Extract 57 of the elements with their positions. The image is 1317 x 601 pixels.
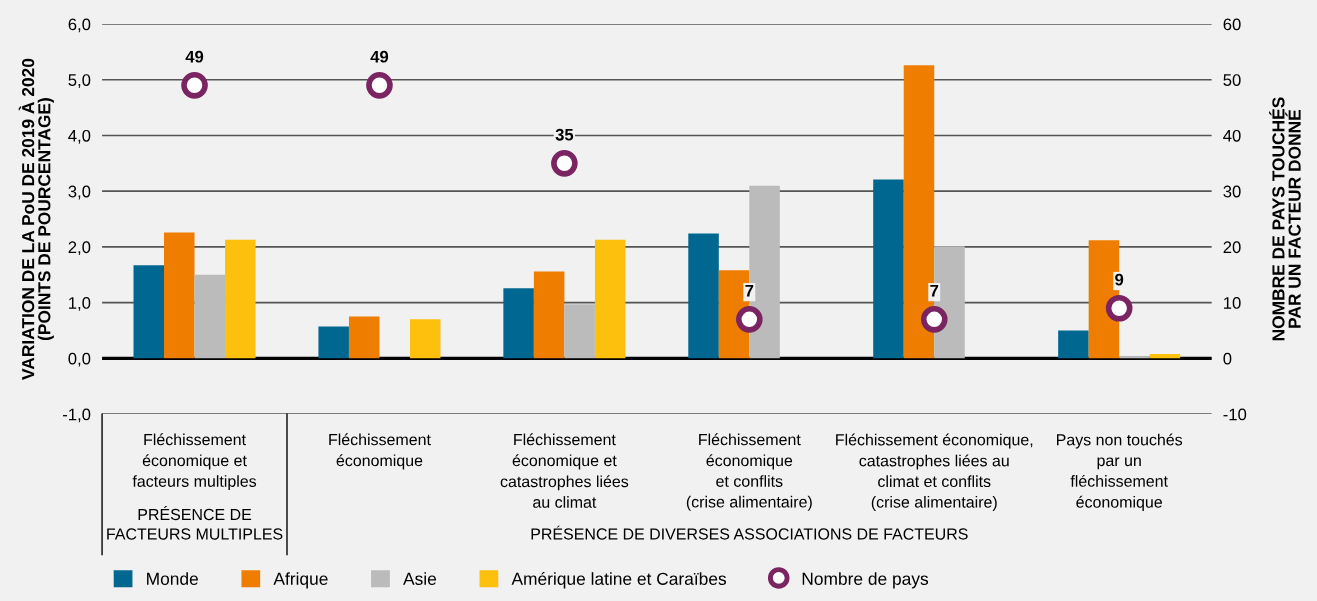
data-label: 9 <box>1115 273 1124 286</box>
data-label: 49 <box>185 50 204 63</box>
x-tick-label: Fléchissement économique et facteurs multiples <box>132 433 257 491</box>
bar <box>503 288 534 359</box>
y-tick-label: 5,0 <box>68 74 91 88</box>
y-tick-label: 1,0 <box>69 297 91 311</box>
x-tick-label: Fléchissement économique, catastrophes liées au climat et conflits (crise alimentaire) <box>836 433 1033 511</box>
bar <box>318 326 349 359</box>
point <box>736 306 763 333</box>
y-tick-label: 6,0 <box>68 18 91 33</box>
data-label: 7 <box>745 284 754 297</box>
bar <box>194 274 226 359</box>
y-axis-title: VARIATION DE LA PoU DE 2019 À 2020 (POINTS DE POURCENTAGE) <box>18 58 54 380</box>
y2-axis-title: NOMBRE DE PAYS TOUCHÉS PAR UN FACTEUR DONNÉ <box>1269 97 1301 341</box>
point <box>181 72 208 99</box>
x-tick-label: Fléchissement économique <box>329 433 431 470</box>
bar <box>348 316 380 359</box>
y2-tick-label: 30 <box>1223 185 1241 198</box>
legend-label: Afrique <box>273 572 328 589</box>
data-label: 49 <box>370 50 389 63</box>
x-tick-label: Fléchissement économique et catastrophes liées au climat <box>500 433 629 508</box>
legend-label: Amérique latine et Caraïbes <box>511 571 727 589</box>
point <box>920 306 948 333</box>
text: PRÉSENCE DE DIVERSES ASSOCIATIONS DE FACTEURS <box>531 525 968 540</box>
point <box>551 150 578 177</box>
x-tick-label: Fléchissement économique et conflits (crise alimentaire) <box>686 433 812 511</box>
y2-tick-label: 50 <box>1223 74 1241 86</box>
y-tick-label: -1,0 <box>62 408 91 423</box>
bar <box>688 233 719 359</box>
y2-tick-label: 40 <box>1223 129 1241 142</box>
legend-label: Asie <box>403 572 437 585</box>
y2-tick-label: 20 <box>1223 241 1241 254</box>
x-tick-label: Pays non touchés par un fléchissement économique <box>1057 433 1183 511</box>
bar <box>133 265 165 359</box>
bar <box>594 239 626 359</box>
bar <box>1058 330 1089 359</box>
y2-tick-label: 60 <box>1223 18 1241 31</box>
bar <box>873 179 904 359</box>
legend-label: Nombre de pays <box>802 572 929 589</box>
data-label: 7 <box>930 284 939 297</box>
y2-tick-label: -10 <box>1223 408 1247 421</box>
bar <box>564 304 595 359</box>
point <box>1105 294 1133 322</box>
y-tick-label: 0,0 <box>68 352 91 367</box>
data-label: 35 <box>555 128 574 141</box>
legend-label: Monde <box>147 572 198 585</box>
bar <box>409 319 441 359</box>
y2-tick-label: 10 <box>1224 297 1241 309</box>
y2-tick-label: 0 <box>1223 352 1232 365</box>
text: PRÉSENCE DE FACTEURS MULTIPLES <box>107 506 283 540</box>
bar <box>164 232 195 359</box>
bar <box>225 239 256 359</box>
y-tick-label: 4,0 <box>68 129 91 144</box>
y-tick-label: 3,0 <box>68 185 91 200</box>
bar <box>533 271 565 359</box>
y-tick-label: 2,0 <box>68 241 91 256</box>
point <box>366 72 393 99</box>
